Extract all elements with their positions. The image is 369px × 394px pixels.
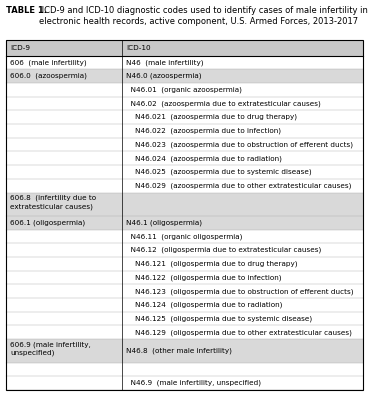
Text: N46.022  (azoospermia due to infection): N46.022 (azoospermia due to infection) (126, 128, 281, 134)
Text: N46.124  (oligospermia due to radiation): N46.124 (oligospermia due to radiation) (126, 302, 282, 308)
Text: N46.123  (oligospermia due to obstruction of efferent ducts): N46.123 (oligospermia due to obstruction… (126, 288, 353, 294)
Text: N46.025  (azoospermia due to systemic disease): N46.025 (azoospermia due to systemic dis… (126, 169, 311, 175)
Text: 606.9 (male infertility,
unspecified): 606.9 (male infertility, unspecified) (10, 341, 91, 356)
Text: 606.1 (oligospermia): 606.1 (oligospermia) (10, 219, 85, 226)
Text: N46.121  (oligospermia due to drug therapy): N46.121 (oligospermia due to drug therap… (126, 261, 297, 267)
Text: N46.021  (azoospermia due to drug therapy): N46.021 (azoospermia due to drug therapy… (126, 114, 297, 121)
Text: TABLE 1.: TABLE 1. (6, 6, 47, 15)
Text: 606.0  (azoospermia): 606.0 (azoospermia) (10, 73, 87, 80)
Text: N46.024  (azoospermia due to radiation): N46.024 (azoospermia due to radiation) (126, 155, 282, 162)
Text: N46.9  (male infertility, unspecified): N46.9 (male infertility, unspecified) (126, 380, 261, 387)
Text: N46.122  (oligospermia due to infection): N46.122 (oligospermia due to infection) (126, 274, 281, 281)
Text: N46.023  (azoospermia due to obstruction of efferent ducts): N46.023 (azoospermia due to obstruction … (126, 141, 353, 148)
Text: N46.1 (oligospermia): N46.1 (oligospermia) (126, 219, 202, 226)
Text: 606.8  (infertility due to
extratesticular causes): 606.8 (infertility due to extratesticula… (10, 195, 96, 210)
Text: N46.11  (organic oligospermia): N46.11 (organic oligospermia) (126, 233, 242, 240)
Text: N46.02  (azoospermia due to extratesticular causes): N46.02 (azoospermia due to extratesticul… (126, 100, 321, 107)
Text: ICD-9 and ICD-10 diagnostic codes used to identify cases of male infertility in
: ICD-9 and ICD-10 diagnostic codes used t… (39, 6, 368, 26)
Text: N46.125  (oligospermia due to systemic disease): N46.125 (oligospermia due to systemic di… (126, 315, 312, 322)
Bar (6, 40, 363, 390)
Text: 606  (male infertility): 606 (male infertility) (10, 59, 87, 66)
Text: N46  (male infertility): N46 (male infertility) (126, 59, 203, 66)
Bar (6, 339, 363, 362)
Text: ICD-10: ICD-10 (126, 45, 151, 51)
Bar (6, 216, 363, 230)
Text: N46.12  (oligospermia due to extratesticular causes): N46.12 (oligospermia due to extratesticu… (126, 247, 321, 253)
Bar (6, 69, 363, 83)
Bar (6, 193, 363, 216)
Text: N46.8  (other male infertility): N46.8 (other male infertility) (126, 348, 232, 354)
Text: ICD-9: ICD-9 (10, 45, 30, 51)
Text: N46.029  (azoospermia due to other extratesticular causes): N46.029 (azoospermia due to other extrat… (126, 182, 351, 189)
Text: N46.129  (oligospermia due to other extratesticular causes): N46.129 (oligospermia due to other extra… (126, 329, 352, 336)
Text: N46.0 (azoospermia): N46.0 (azoospermia) (126, 73, 201, 80)
Text: N46.01  (organic azoospermia): N46.01 (organic azoospermia) (126, 87, 242, 93)
Bar (6, 40, 363, 56)
